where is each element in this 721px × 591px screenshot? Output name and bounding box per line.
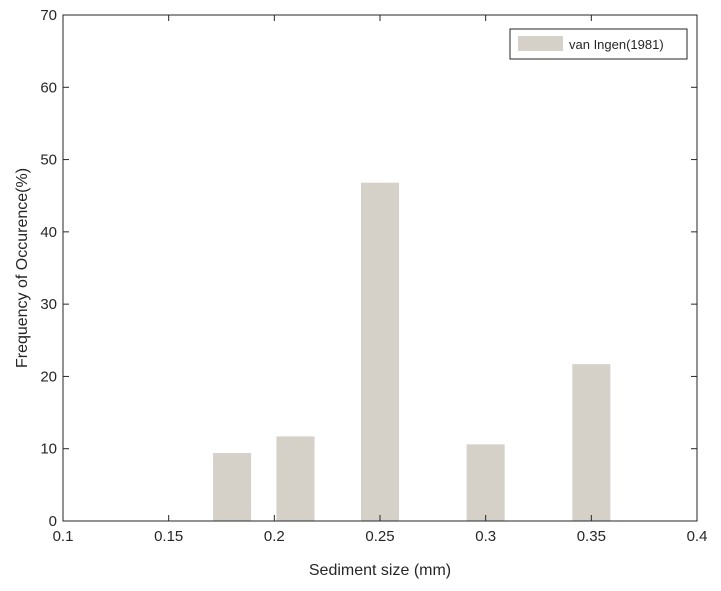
plot-area-frame [62, 14, 698, 522]
legend-swatch [518, 36, 563, 51]
x-tick-label: 0.15 [154, 528, 183, 545]
y-ticks: 0 10 20 30 40 50 60 70 [40, 7, 697, 530]
legend-label: van Ingen(1981) [569, 37, 664, 52]
y-tick-label: 70 [40, 7, 57, 24]
x-ticks: 0.1 0.15 0.2 0.25 0.3 0.35 0.4 [53, 15, 708, 545]
y-tick-label: 20 [40, 368, 57, 385]
y-tick-label: 10 [40, 441, 57, 458]
bar [466, 444, 505, 521]
y-tick-label: 50 [40, 152, 57, 169]
bar [213, 453, 252, 521]
bar [360, 182, 400, 521]
y-axis-title: Frequency of Occurence(%) [14, 168, 31, 368]
y-tick-label: 60 [40, 79, 57, 96]
x-tick-label: 0.4 [687, 528, 708, 545]
x-axis-title: Sediment size (mm) [309, 562, 451, 579]
y-tick-label: 0 [49, 513, 57, 530]
bars [213, 182, 611, 521]
y-tick-label: 30 [40, 296, 57, 313]
bar [572, 364, 611, 521]
x-tick-label: 0.25 [365, 528, 394, 545]
x-tick-label: 0.1 [53, 528, 74, 545]
x-tick-label: 0.3 [475, 528, 496, 545]
bar [276, 436, 315, 521]
x-tick-label: 0.2 [264, 528, 285, 545]
x-tick-label: 0.35 [577, 528, 606, 545]
y-tick-label: 40 [40, 224, 57, 241]
legend: van Ingen(1981) [509, 28, 688, 60]
